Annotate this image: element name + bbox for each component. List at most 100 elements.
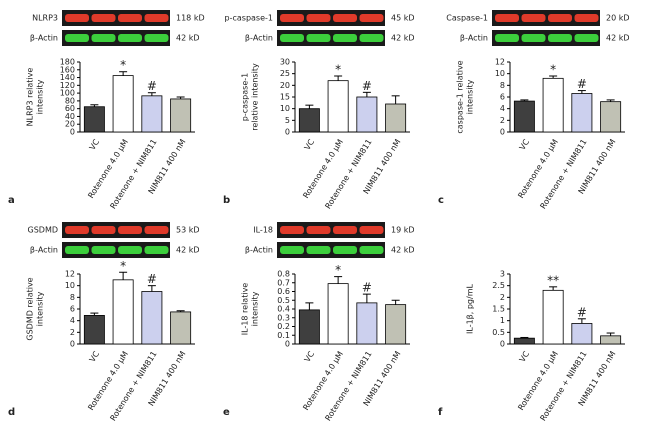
error-bar (549, 286, 558, 291)
y-tick-label: 0.5 (492, 328, 505, 337)
blot-band (495, 14, 519, 22)
blot-label: β-Actin (460, 34, 488, 43)
bar (356, 96, 378, 133)
blot-label: β-Actin (30, 34, 58, 43)
y-tick-label: 0.4 (277, 305, 290, 314)
y-tick-label: 20 (65, 120, 75, 129)
blot-label: IL-18 (253, 226, 273, 235)
blot-kd: 53 kD (176, 226, 200, 235)
y-tick-label: 2 (500, 293, 505, 302)
blot-label: Caspase-1 (446, 14, 488, 23)
y-tick-label: 4 (70, 316, 75, 325)
error-bar (362, 91, 371, 97)
blot-band (144, 34, 169, 42)
bar (385, 103, 407, 133)
blot-strip (277, 242, 385, 258)
blot-label: β-Actin (30, 246, 58, 255)
y-tick-label: 0 (285, 340, 290, 349)
blot-strip (277, 30, 385, 46)
error-bar (119, 71, 128, 76)
error-bar (176, 96, 185, 99)
blot-band (118, 246, 142, 254)
blot-band (65, 226, 89, 234)
bar (112, 75, 134, 133)
blot-kd: 42 kD (176, 246, 200, 255)
blot-band (333, 226, 357, 234)
bar (83, 106, 105, 133)
bar (170, 98, 192, 133)
y-tick-label: 0.3 (277, 313, 290, 322)
bar (141, 95, 163, 133)
blot-strip (62, 30, 170, 46)
blot-band (333, 34, 357, 42)
error-bar (147, 285, 156, 292)
blot-band (574, 14, 599, 22)
error-bar (577, 318, 586, 324)
blot-kd: 42 kD (606, 34, 630, 43)
significance-mark: * (550, 63, 556, 77)
y-tick-label: 0 (70, 128, 75, 137)
error-bar (147, 92, 156, 96)
error-bar (334, 276, 343, 284)
x-tick-label: VC (303, 137, 317, 151)
blot-band (306, 246, 331, 254)
x-tick-label: VC (303, 349, 317, 363)
significance-mark: # (577, 305, 587, 319)
significance-mark: * (120, 58, 126, 72)
blot-kd: 42 kD (176, 34, 200, 43)
blot-band (280, 14, 304, 22)
error-bar (577, 90, 586, 94)
blot-band (359, 226, 384, 234)
blot-band (333, 14, 357, 22)
blot-kd: 45 kD (391, 14, 415, 23)
y-tick-label: 6 (70, 305, 75, 314)
significance-mark: # (147, 79, 157, 93)
y-tick-label: 30 (280, 58, 290, 67)
panel-letter: f (438, 407, 443, 418)
blot-label: β-Actin (245, 34, 273, 43)
significance-mark: * (120, 259, 126, 273)
error-bar (176, 310, 185, 312)
blot-strip (277, 222, 385, 238)
blot-band (280, 246, 304, 254)
error-bar (606, 332, 615, 336)
error-bar (305, 302, 314, 310)
bar (170, 311, 192, 345)
blot-band (306, 226, 331, 234)
y-tick-label: 180 (60, 58, 75, 67)
blot-strip (62, 10, 170, 26)
y-tick-label: 0.7 (277, 278, 290, 287)
bar (571, 323, 593, 345)
panel-letter: a (8, 195, 15, 206)
blot-label: p-caspase-1 (225, 14, 273, 23)
y-tick-label: 2 (500, 116, 505, 125)
blot-band (118, 34, 142, 42)
significance-mark: * (335, 63, 341, 77)
y-tick-label: 10 (65, 281, 75, 290)
blot-band (548, 14, 572, 22)
y-tick-label: 15 (280, 93, 290, 102)
blot-strip (277, 10, 385, 26)
blot-band (91, 34, 116, 42)
y-axis-label: intensity (36, 79, 45, 114)
y-tick-label: 3 (500, 270, 505, 279)
y-tick-label: 4 (500, 104, 505, 113)
y-tick-label: 60 (65, 104, 75, 113)
y-axis-label: p-caspase-1 (241, 73, 250, 121)
y-tick-label: 0.1 (277, 331, 290, 340)
blot-band (91, 246, 116, 254)
panel-letter: c (438, 195, 444, 206)
panel-letter: d (8, 407, 15, 418)
blot-label: NLRP3 (32, 14, 58, 23)
blot-kd: 118 kD (176, 14, 205, 23)
y-tick-label: 5 (285, 116, 290, 125)
bar (513, 337, 535, 345)
y-tick-label: 0 (70, 340, 75, 349)
error-bar (334, 75, 343, 81)
error-bar (90, 104, 99, 107)
y-axis-label: IL-1β, pg/mL (466, 283, 475, 333)
y-tick-label: 120 (60, 81, 75, 90)
bar (141, 291, 163, 345)
error-bar (305, 104, 314, 109)
